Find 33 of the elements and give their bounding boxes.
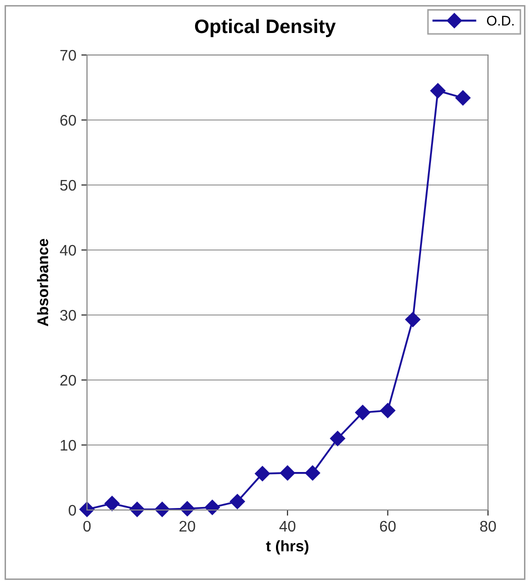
y-tick-label: 60 bbox=[60, 114, 76, 126]
point bbox=[280, 465, 296, 481]
y-tick-label: 30 bbox=[60, 310, 76, 321]
y-tick-label: 10 bbox=[60, 440, 76, 451]
x-axis-title: t (hrs) bbox=[266, 540, 308, 554]
chart-title: Optical Density bbox=[195, 18, 336, 38]
y-tick-label: 50 bbox=[60, 180, 76, 191]
point bbox=[430, 83, 446, 98]
point bbox=[254, 466, 270, 482]
point bbox=[405, 312, 420, 328]
x-tick-label: 60 bbox=[380, 520, 396, 532]
y-tick-label: 40 bbox=[60, 244, 76, 256]
x-tick-label: 40 bbox=[279, 520, 296, 532]
x-tick-label: 80 bbox=[480, 520, 496, 532]
point bbox=[79, 502, 95, 517]
point bbox=[204, 500, 220, 515]
point bbox=[104, 496, 120, 512]
x-tick-label: 0 bbox=[83, 520, 91, 532]
y-tick-label: 70 bbox=[60, 50, 76, 61]
point bbox=[304, 465, 320, 481]
point bbox=[130, 502, 145, 517]
y-tick-label: 20 bbox=[60, 374, 76, 386]
point bbox=[330, 430, 346, 446]
y-axis-title: Absorbance bbox=[37, 238, 48, 326]
x-tick-label: 20 bbox=[180, 520, 196, 532]
y-tick-label: 0 bbox=[68, 504, 76, 516]
point bbox=[180, 501, 195, 516]
point bbox=[380, 402, 396, 418]
point bbox=[230, 494, 245, 510]
point bbox=[154, 502, 170, 517]
point bbox=[355, 404, 370, 420]
legend-label: O.D. bbox=[486, 16, 514, 26]
point bbox=[455, 90, 471, 106]
